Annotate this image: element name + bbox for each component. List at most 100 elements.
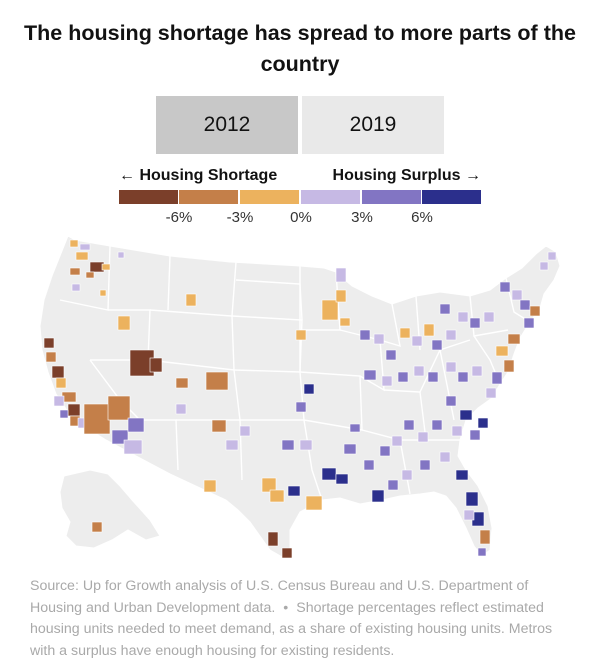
contiguous-us-shape bbox=[39, 235, 561, 559]
metro-area bbox=[387, 479, 399, 491]
metro-area bbox=[53, 395, 65, 407]
metro-area bbox=[303, 383, 315, 395]
metro-area bbox=[523, 317, 535, 329]
legend-swatch bbox=[179, 190, 238, 204]
metro-area bbox=[269, 489, 285, 503]
metro-area bbox=[335, 473, 349, 485]
metro-area bbox=[321, 467, 337, 481]
metro-area bbox=[401, 469, 413, 481]
metro-area bbox=[91, 521, 103, 533]
metro-area bbox=[457, 371, 469, 383]
year-toggle: 2012 2019 bbox=[156, 96, 444, 154]
metro-area bbox=[175, 377, 189, 389]
metro-area bbox=[373, 333, 385, 345]
metro-area bbox=[295, 401, 307, 413]
alaska-shape bbox=[59, 469, 161, 549]
metro-area bbox=[403, 419, 415, 431]
metro-area bbox=[363, 369, 377, 381]
metro-area bbox=[451, 425, 463, 437]
metro-area bbox=[363, 459, 375, 471]
metro-area bbox=[485, 387, 497, 399]
legend-tick: -3% bbox=[226, 209, 254, 226]
legend-shortage-label: ← Housing Shortage bbox=[119, 167, 278, 184]
metro-area bbox=[459, 409, 473, 421]
metro-area bbox=[503, 359, 515, 373]
metro-area bbox=[469, 429, 481, 441]
metro-area bbox=[445, 329, 457, 341]
metro-area bbox=[529, 305, 541, 317]
metro-area bbox=[439, 451, 451, 463]
metro-area bbox=[411, 335, 423, 347]
note-text: Shortage percentages reflect estimated h… bbox=[30, 599, 553, 659]
metro-area bbox=[539, 261, 549, 271]
legend-swatch bbox=[301, 190, 360, 204]
metro-area bbox=[431, 419, 443, 431]
tab-2019[interactable]: 2019 bbox=[302, 96, 444, 154]
metro-area bbox=[299, 439, 313, 451]
tab-2012[interactable]: 2012 bbox=[156, 96, 298, 154]
metro-area bbox=[175, 403, 187, 415]
metro-area bbox=[381, 375, 393, 387]
metro-area bbox=[71, 283, 81, 292]
metro-area bbox=[75, 251, 89, 261]
metro-area bbox=[519, 299, 531, 311]
metro-area bbox=[371, 489, 385, 503]
color-legend: ← Housing Shortage Housing Surplus → -6%… bbox=[119, 166, 481, 230]
metro-areas bbox=[43, 239, 557, 559]
metro-area bbox=[547, 251, 557, 261]
metro-area bbox=[305, 495, 323, 511]
metro-area bbox=[43, 337, 55, 349]
legend-swatch bbox=[422, 190, 481, 204]
metro-area bbox=[511, 289, 523, 301]
legend-tick: 0% bbox=[290, 209, 312, 226]
metro-area bbox=[457, 311, 469, 323]
metro-area bbox=[477, 547, 487, 557]
metro-area bbox=[59, 409, 69, 419]
metro-area bbox=[469, 317, 481, 329]
metro-area bbox=[397, 371, 409, 383]
metro-area bbox=[463, 509, 475, 521]
metro-area bbox=[69, 239, 79, 248]
metro-area bbox=[479, 529, 491, 545]
metro-area bbox=[495, 345, 509, 357]
metro-area bbox=[85, 271, 95, 279]
metro-area bbox=[335, 289, 347, 303]
legend-tick: 3% bbox=[351, 209, 373, 226]
metro-area bbox=[203, 479, 217, 493]
metro-area bbox=[211, 419, 227, 433]
metro-area bbox=[335, 267, 347, 283]
metro-area bbox=[471, 365, 483, 377]
metro-area bbox=[225, 439, 239, 451]
metro-area bbox=[205, 371, 229, 391]
legend-swatch bbox=[362, 190, 421, 204]
metro-area bbox=[349, 423, 361, 433]
state-borders bbox=[59, 245, 531, 501]
metro-area bbox=[413, 365, 425, 377]
metro-area bbox=[427, 371, 439, 383]
metro-area bbox=[67, 403, 81, 417]
metro-area bbox=[321, 299, 339, 321]
metro-area bbox=[507, 333, 521, 345]
metro-area bbox=[417, 431, 429, 443]
metro-area bbox=[379, 445, 391, 457]
metro-area bbox=[99, 289, 107, 297]
legend-tick: -6% bbox=[165, 209, 193, 226]
metro-area bbox=[423, 323, 435, 337]
metro-area bbox=[185, 293, 197, 307]
metro-area bbox=[69, 267, 81, 276]
metro-area bbox=[391, 435, 403, 447]
metro-area bbox=[431, 339, 443, 351]
metro-area bbox=[261, 477, 277, 493]
metro-area bbox=[419, 459, 431, 471]
metro-area bbox=[267, 531, 279, 547]
us-map bbox=[39, 235, 561, 559]
metro-area bbox=[107, 395, 131, 421]
metro-area bbox=[239, 425, 251, 437]
legend-surplus-label: Housing Surplus → bbox=[332, 167, 481, 184]
legend-swatch bbox=[240, 190, 299, 204]
metro-area bbox=[45, 351, 57, 363]
metro-area bbox=[117, 251, 125, 259]
metro-area bbox=[343, 443, 357, 455]
us-land bbox=[39, 235, 561, 559]
metro-area bbox=[483, 311, 495, 323]
